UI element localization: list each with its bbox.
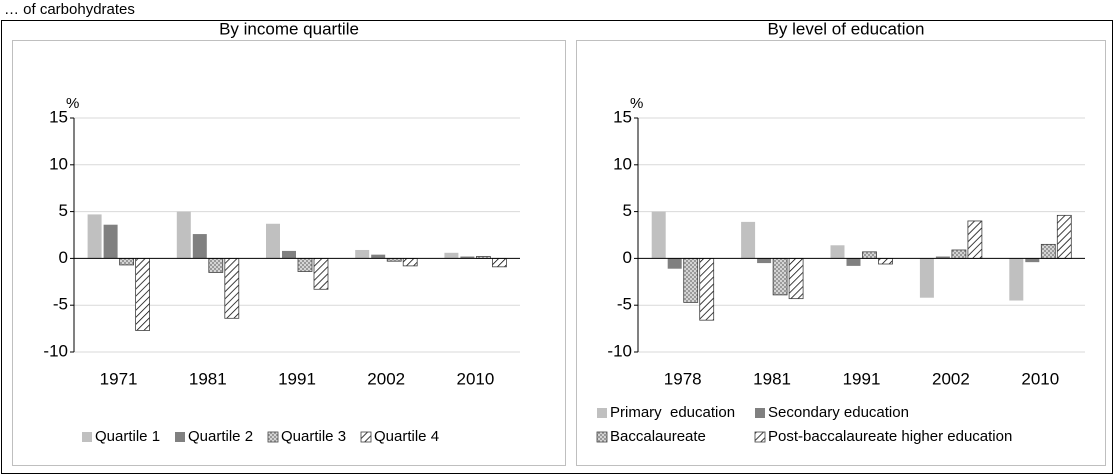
x-tick-label: 1991 (278, 369, 316, 388)
legend-swatch (175, 432, 185, 442)
y-tick-label: 0 (623, 248, 632, 267)
bar (355, 249, 370, 259)
legend-label: Primary education (610, 404, 735, 421)
bar (491, 257, 507, 268)
bar (297, 257, 313, 272)
bar (208, 257, 224, 273)
y-tick-label: 15 (49, 107, 68, 126)
outer-frame (1, 20, 1113, 474)
legend-swatch (360, 431, 372, 443)
bar (460, 256, 475, 259)
bar (788, 257, 804, 300)
bar (176, 211, 191, 259)
legend-label: Quartile 1 (95, 428, 160, 445)
bar (935, 256, 950, 259)
bar (313, 257, 329, 290)
legend-label: Quartile 3 (281, 428, 346, 445)
x-tick-label: 2010 (1021, 369, 1059, 388)
legend-label: Quartile 4 (374, 428, 439, 445)
y-tick-label: 15 (613, 107, 632, 126)
x-tick-label: 2002 (932, 369, 970, 388)
x-tick-label: 1971 (100, 369, 138, 388)
y-tick-label: 5 (59, 201, 68, 220)
bar (878, 257, 893, 265)
x-tick-label: 1978 (664, 369, 702, 388)
legend-swatch (754, 431, 766, 443)
legend-swatch (596, 431, 608, 443)
bar (103, 224, 118, 259)
bar (119, 257, 134, 266)
y-tick-label: 10 (49, 154, 68, 173)
bar (667, 258, 682, 269)
y-axis-label: % (66, 95, 79, 112)
x-tick-label: 2002 (367, 369, 405, 388)
bar (371, 254, 386, 259)
legend-swatch (597, 408, 607, 418)
bar (402, 257, 418, 267)
bar (683, 257, 699, 303)
panel-title: By level of education (768, 19, 925, 38)
bar (266, 223, 280, 259)
x-tick-label: 2010 (456, 369, 494, 388)
bar (87, 214, 102, 259)
y-tick-label: 5 (623, 201, 632, 220)
x-tick-label: 1981 (189, 369, 227, 388)
panel-frame (576, 40, 1106, 466)
x-tick-label: 1991 (843, 369, 881, 388)
legend-label: Post-baccalaureate higher education (768, 428, 1012, 445)
panel-title: By income quartile (219, 19, 359, 38)
bar (862, 251, 877, 259)
panel-frame (12, 40, 566, 466)
bar (951, 249, 967, 259)
bar (1056, 214, 1072, 259)
y-tick-label: -10 (43, 341, 68, 360)
legend-label: Secondary education (768, 404, 909, 421)
bar (1025, 258, 1040, 263)
bar (1040, 243, 1056, 259)
bar (699, 257, 715, 321)
y-tick-label: 0 (59, 248, 68, 267)
x-tick-label: 1981 (753, 369, 791, 388)
bar (741, 221, 756, 259)
y-tick-label: -5 (617, 295, 632, 314)
legend-label: Baccalaureate (610, 428, 706, 445)
legend-swatch (755, 408, 765, 418)
bar (192, 234, 207, 259)
bar (830, 245, 845, 259)
bar (757, 258, 772, 264)
y-axis-label: % (630, 95, 643, 112)
bar (444, 252, 459, 259)
legend-swatch (82, 432, 92, 442)
y-tick-label: 10 (613, 154, 632, 173)
bar (651, 211, 666, 259)
bar (224, 257, 240, 319)
y-tick-label: -10 (607, 341, 632, 360)
bar (919, 258, 934, 298)
bar (1009, 258, 1024, 301)
bar (282, 250, 296, 259)
legend-swatch (267, 431, 279, 443)
bar (772, 257, 788, 296)
bar (846, 258, 861, 266)
bar (135, 257, 151, 331)
figure-title: … of carbohydrates (4, 1, 135, 18)
bar (967, 220, 983, 259)
legend-label: Quartile 2 (188, 428, 253, 445)
y-tick-label: -5 (53, 295, 68, 314)
